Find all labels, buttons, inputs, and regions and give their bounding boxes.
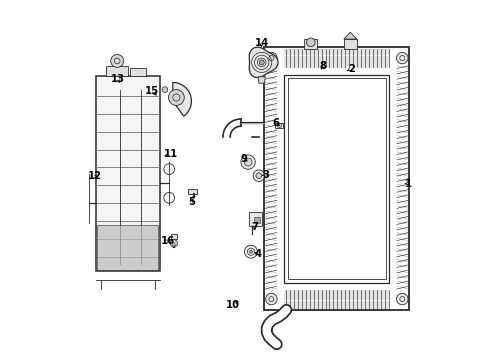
Polygon shape xyxy=(96,76,160,271)
Polygon shape xyxy=(249,47,278,78)
Polygon shape xyxy=(274,123,282,129)
Circle shape xyxy=(265,293,277,305)
Polygon shape xyxy=(129,68,145,76)
Circle shape xyxy=(162,87,167,93)
Circle shape xyxy=(255,173,261,179)
Polygon shape xyxy=(106,66,128,76)
Text: 9: 9 xyxy=(240,154,247,164)
Circle shape xyxy=(249,250,252,253)
Text: 12: 12 xyxy=(87,171,102,181)
Polygon shape xyxy=(258,77,265,83)
Bar xyxy=(304,39,317,49)
Text: 8: 8 xyxy=(319,61,325,71)
Text: 3: 3 xyxy=(262,170,268,180)
Circle shape xyxy=(277,123,281,128)
Polygon shape xyxy=(187,189,197,194)
Circle shape xyxy=(247,248,254,255)
Polygon shape xyxy=(343,32,356,39)
Polygon shape xyxy=(253,217,259,223)
Text: 5: 5 xyxy=(187,197,195,207)
Circle shape xyxy=(396,52,407,64)
Circle shape xyxy=(168,90,184,105)
Text: 4: 4 xyxy=(254,248,261,258)
Text: 14: 14 xyxy=(254,38,268,48)
Circle shape xyxy=(110,54,123,67)
Circle shape xyxy=(241,155,255,169)
Text: 7: 7 xyxy=(251,222,258,232)
Circle shape xyxy=(306,38,314,46)
Text: 2: 2 xyxy=(347,64,354,74)
Text: 13: 13 xyxy=(111,74,125,84)
Text: 6: 6 xyxy=(272,118,279,128)
Polygon shape xyxy=(248,212,262,226)
Circle shape xyxy=(259,60,264,65)
Circle shape xyxy=(265,52,277,64)
Text: 15: 15 xyxy=(144,86,159,96)
Circle shape xyxy=(253,170,264,181)
Text: 16: 16 xyxy=(160,236,174,246)
Text: 10: 10 xyxy=(225,300,240,310)
Bar xyxy=(343,39,356,49)
Polygon shape xyxy=(172,82,191,116)
Text: 11: 11 xyxy=(163,149,178,159)
Polygon shape xyxy=(97,225,158,270)
Circle shape xyxy=(396,293,407,305)
Polygon shape xyxy=(170,234,177,239)
Circle shape xyxy=(244,158,251,166)
Text: 1: 1 xyxy=(405,179,411,189)
Circle shape xyxy=(244,245,257,258)
